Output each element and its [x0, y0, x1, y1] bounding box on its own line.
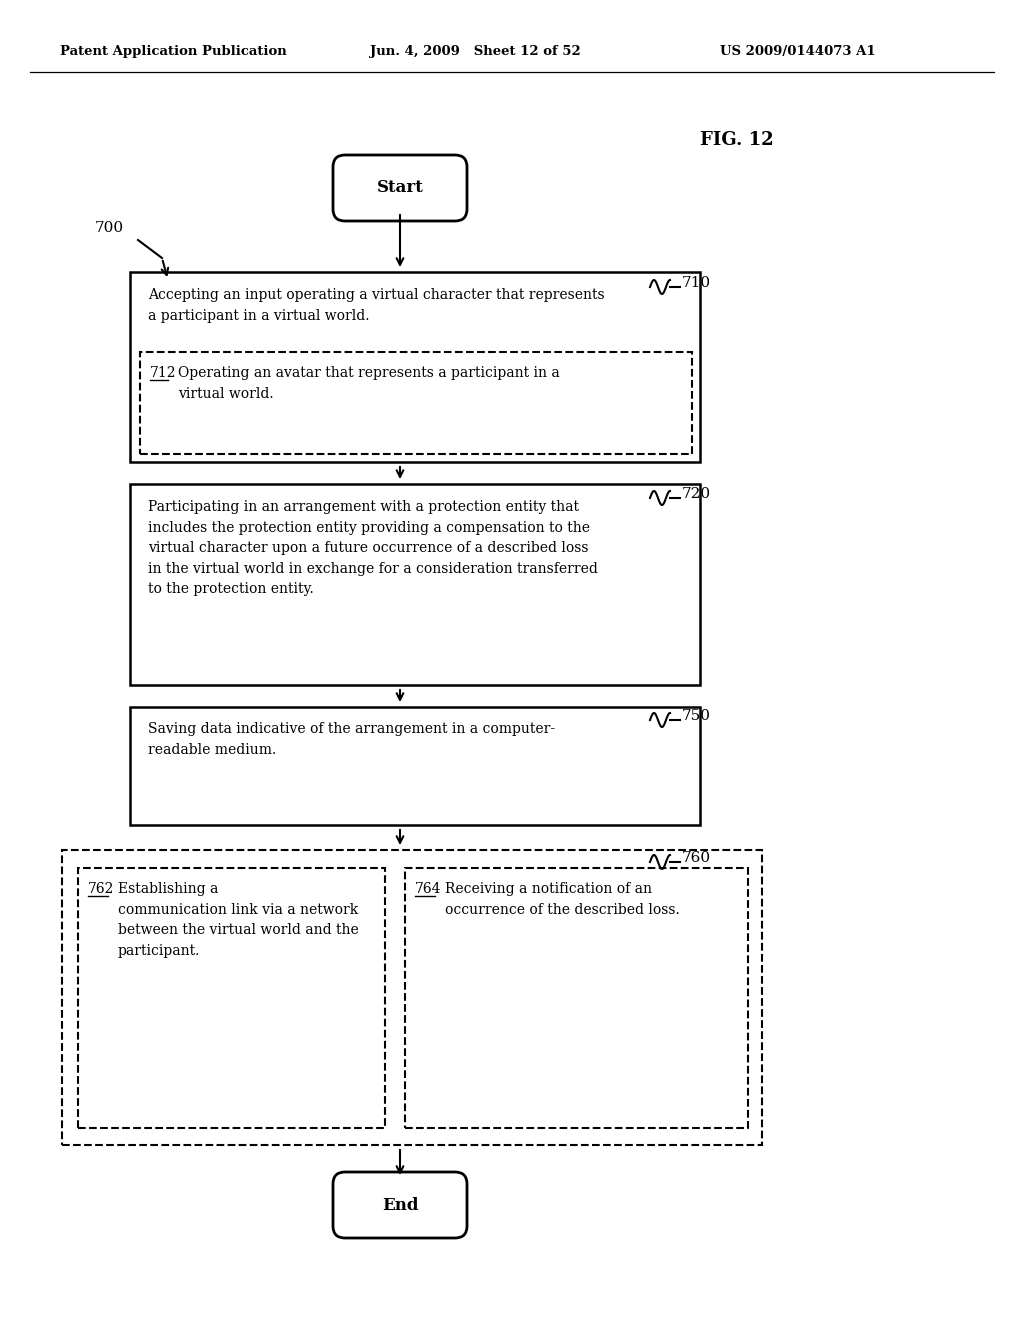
Bar: [130, 484, 700, 685]
Text: 710: 710: [682, 276, 711, 290]
FancyBboxPatch shape: [333, 1172, 467, 1238]
Text: 750: 750: [682, 709, 711, 723]
Bar: [406, 869, 748, 1129]
Text: 712: 712: [150, 366, 176, 380]
Text: 764: 764: [415, 882, 441, 896]
Bar: [62, 850, 762, 1144]
Bar: [130, 272, 700, 462]
Text: End: End: [382, 1196, 418, 1213]
Text: Saving data indicative of the arrangement in a computer-
readable medium.: Saving data indicative of the arrangemen…: [148, 722, 555, 756]
FancyBboxPatch shape: [333, 154, 467, 220]
Text: 700: 700: [95, 220, 124, 235]
Text: FIG. 12: FIG. 12: [700, 131, 773, 149]
Text: US 2009/0144073 A1: US 2009/0144073 A1: [720, 45, 876, 58]
Bar: [140, 352, 692, 454]
Text: Operating an avatar that represents a participant in a
virtual world.: Operating an avatar that represents a pa…: [178, 366, 560, 400]
Text: 760: 760: [682, 851, 711, 865]
Text: Jun. 4, 2009   Sheet 12 of 52: Jun. 4, 2009 Sheet 12 of 52: [370, 45, 581, 58]
Bar: [78, 869, 385, 1129]
Text: Receiving a notification of an
occurrence of the described loss.: Receiving a notification of an occurrenc…: [445, 882, 680, 916]
Text: Establishing a
communication link via a network
between the virtual world and th: Establishing a communication link via a …: [118, 882, 358, 958]
Text: Participating in an arrangement with a protection entity that
includes the prote: Participating in an arrangement with a p…: [148, 500, 598, 597]
Text: Patent Application Publication: Patent Application Publication: [60, 45, 287, 58]
Text: 720: 720: [682, 487, 711, 502]
Text: 762: 762: [88, 882, 115, 896]
Text: Start: Start: [377, 180, 424, 197]
Text: Accepting an input operating a virtual character that represents
a participant i: Accepting an input operating a virtual c…: [148, 288, 604, 322]
Bar: [130, 708, 700, 825]
